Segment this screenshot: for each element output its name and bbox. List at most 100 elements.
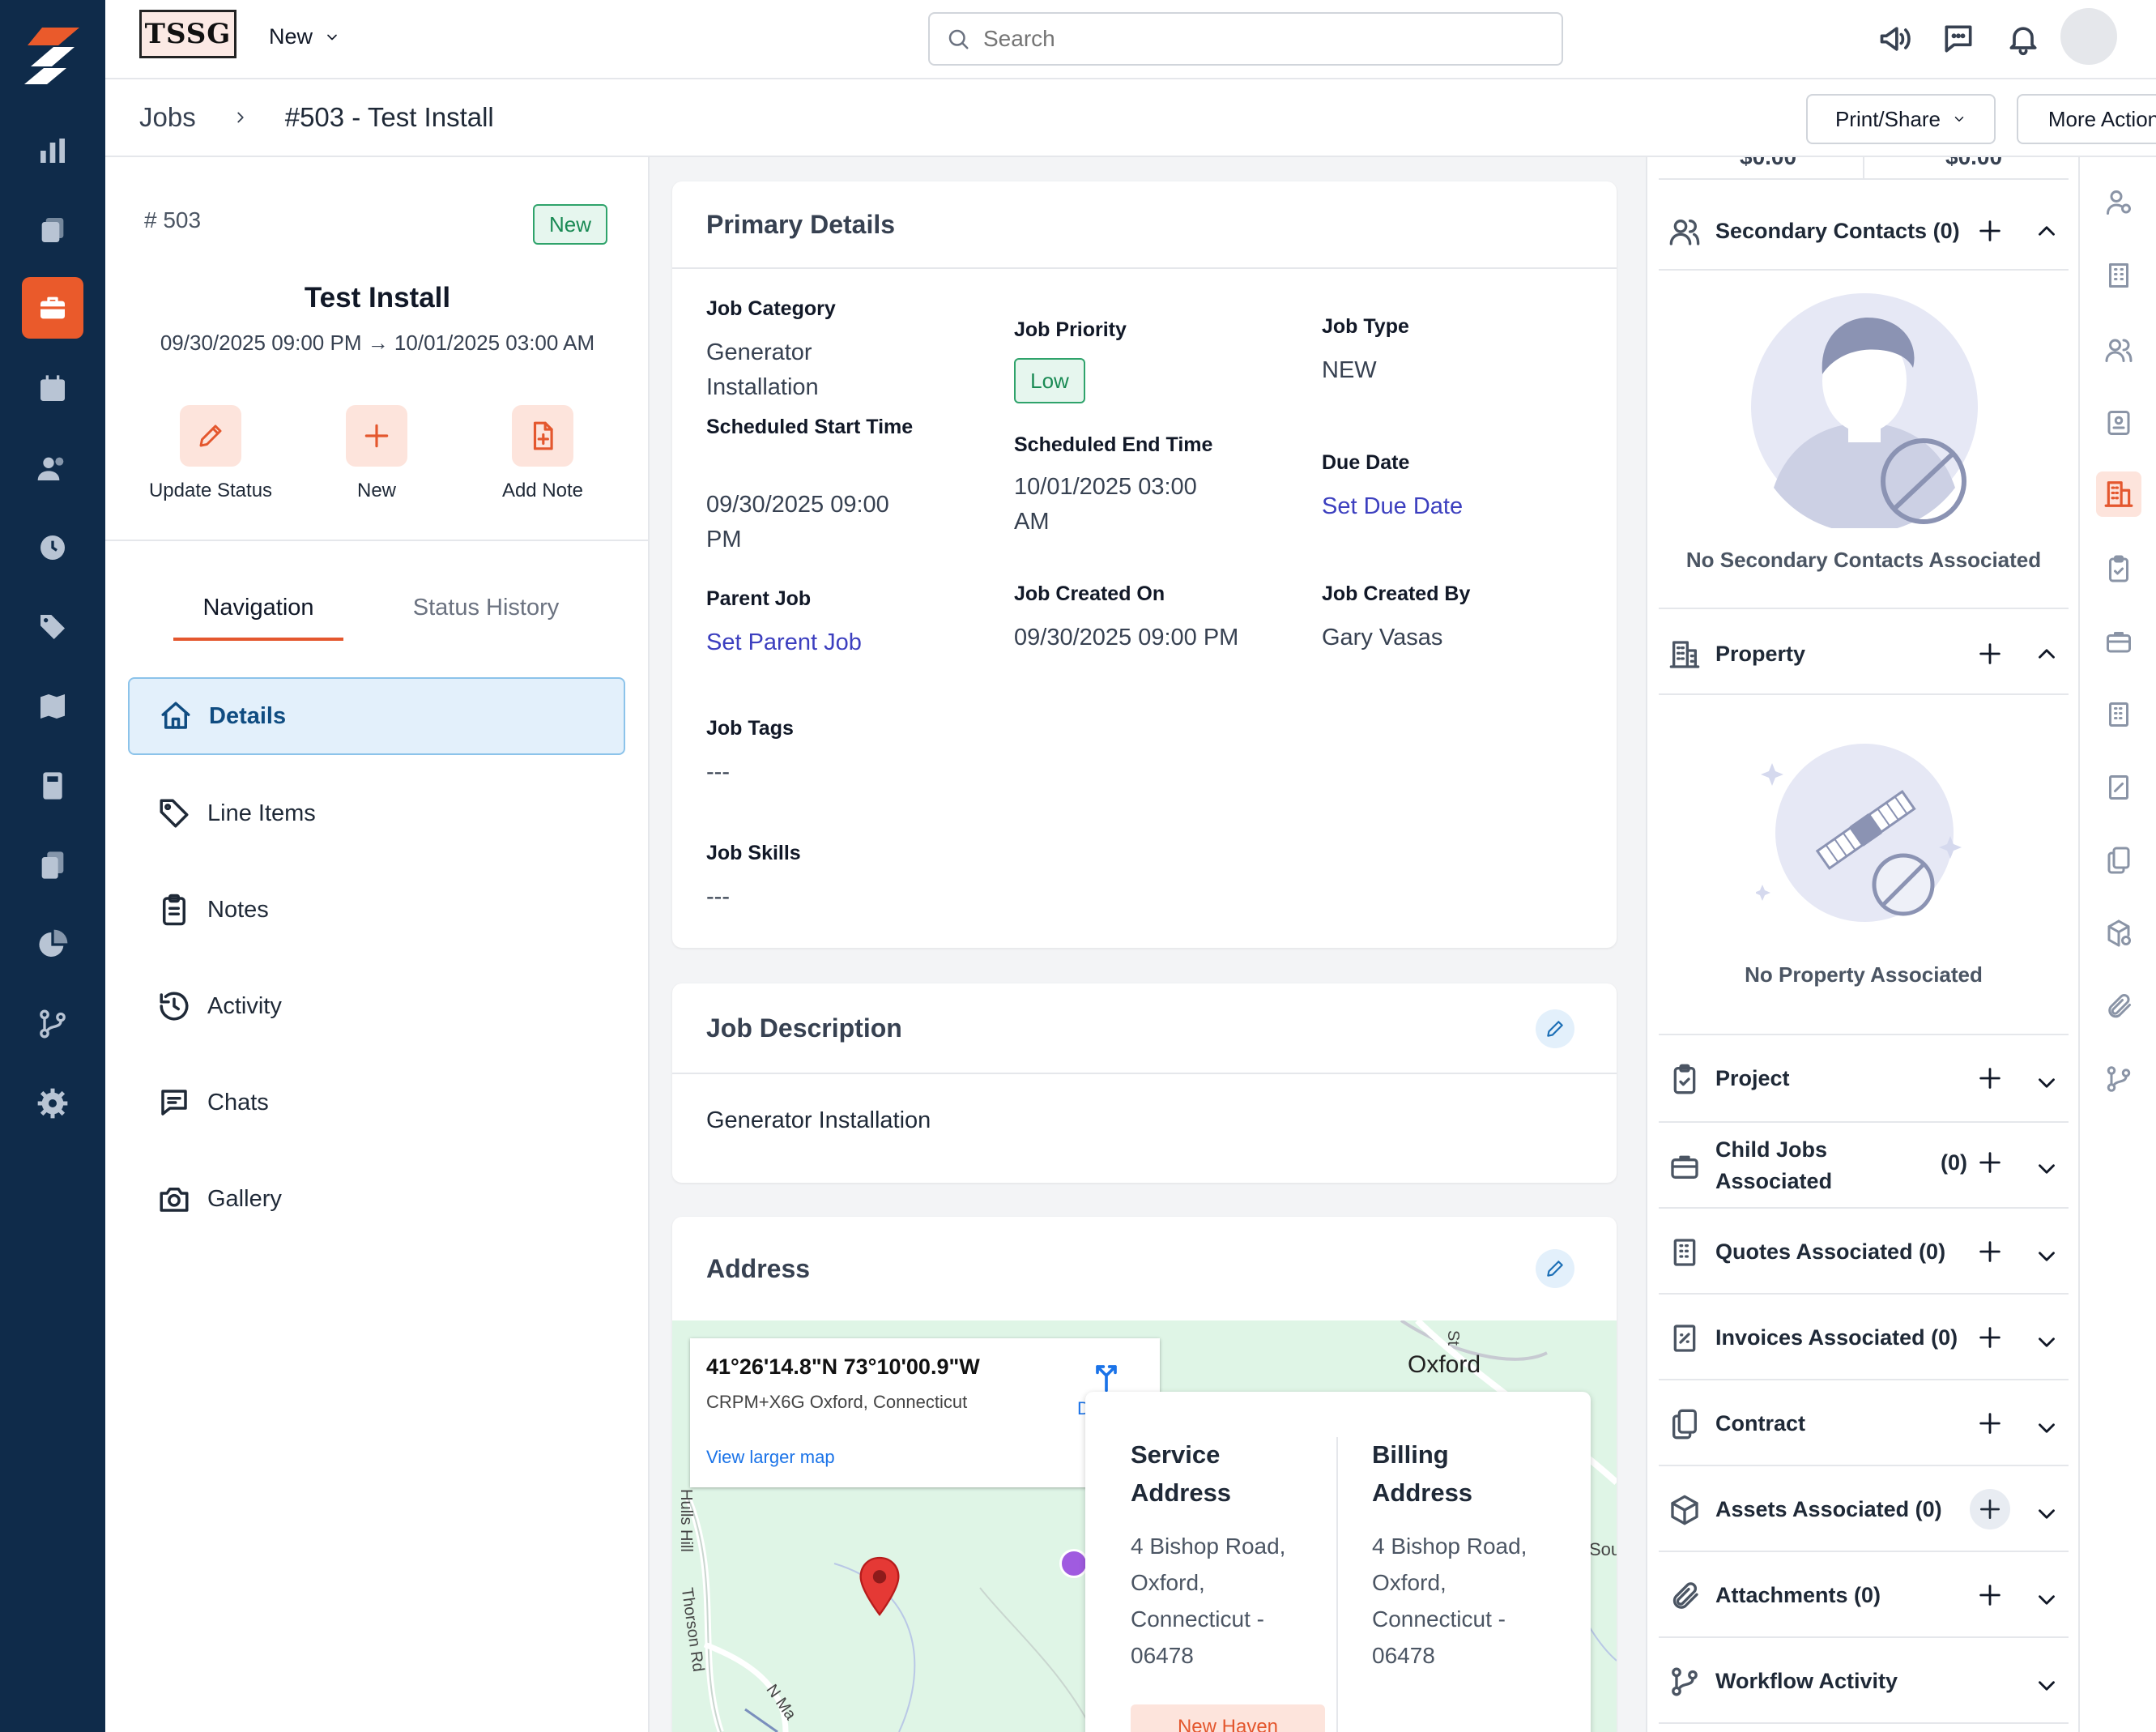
contact-settings-icon[interactable] (2096, 180, 2141, 225)
company-building-icon[interactable] (2096, 253, 2141, 298)
add-project-icon[interactable] (1976, 1064, 2004, 1092)
nav-item-label: Activity (207, 992, 282, 1019)
asset-box-icon (1671, 1495, 1698, 1525)
more-actions-button[interactable]: More Actions (2017, 94, 2156, 144)
nav-calendar-icon[interactable] (22, 358, 83, 420)
nav-timesheet-icon[interactable] (22, 517, 83, 578)
job-tags-label: Job Tags (706, 717, 794, 740)
new-action-label: New (356, 480, 396, 501)
chevron-right-icon (237, 112, 244, 123)
add-note-button[interactable]: Add Note (470, 405, 616, 502)
edit-address-button[interactable] (1536, 1249, 1574, 1288)
total-value: $0.00 (1740, 157, 1796, 170)
workflow-activity-section[interactable]: Workflow Activity (1659, 1638, 2069, 1724)
chevron-down-icon[interactable] (2033, 1329, 2060, 1356)
id-card-icon[interactable] (2096, 400, 2141, 446)
service-address-line: Connecticut - (1131, 1606, 1264, 1632)
view-larger-map-link[interactable]: View larger map (706, 1447, 835, 1467)
add-attachment-icon[interactable] (1976, 1581, 2004, 1609)
nav-item-details[interactable]: Details (128, 677, 625, 755)
announcement-icon[interactable] (1877, 21, 1913, 57)
contract-section[interactable]: Contract (1659, 1380, 2069, 1466)
divider (1336, 1437, 1338, 1732)
nav-item-chats[interactable]: Chats (128, 1064, 625, 1141)
nav-reports-icon[interactable] (22, 914, 83, 975)
chevron-down-icon[interactable] (2033, 1155, 2060, 1183)
nav-pricebook-icon[interactable] (22, 596, 83, 658)
add-child-job-icon[interactable] (1976, 1149, 2004, 1176)
project-section[interactable]: Project (1659, 1035, 2069, 1123)
billing-address-line: 06478 (1372, 1643, 1435, 1668)
nav-files-icon[interactable] (22, 834, 83, 896)
print-share-button[interactable]: Print/Share (1806, 94, 1996, 144)
notifications-bell-icon[interactable] (2005, 21, 2041, 57)
tab-navigation[interactable]: Navigation (173, 595, 343, 641)
chevron-down-icon[interactable] (2033, 1672, 2060, 1700)
messages-icon[interactable] (1941, 21, 1976, 57)
child-jobs-section[interactable]: Child Jobs Associated (0) (1659, 1123, 2069, 1209)
app-logo-icon[interactable] (23, 24, 83, 86)
chevron-down-icon[interactable] (2033, 1243, 2060, 1270)
users-icon[interactable] (2096, 327, 2141, 373)
nav-item-notes[interactable]: Notes (128, 871, 625, 949)
nav-item-line-items[interactable]: Line Items (128, 774, 625, 852)
new-menu-button[interactable]: New (269, 24, 340, 49)
workflow-icon[interactable] (2096, 1056, 2141, 1102)
directions-icon[interactable] (1089, 1358, 1124, 1393)
paperclip-icon[interactable] (2096, 983, 2141, 1029)
new-action-button[interactable]: New (304, 405, 450, 502)
asset-settings-icon[interactable] (2096, 911, 2141, 956)
nav-item-gallery[interactable]: Gallery (128, 1160, 625, 1238)
company-logo[interactable]: TSSG (139, 10, 236, 58)
child-jobs-title-line: Associated (1715, 1169, 1833, 1193)
chevron-down-icon[interactable] (2033, 1414, 2060, 1442)
briefcase-icon[interactable] (2096, 619, 2141, 664)
job-date-range: 09/30/2025 09:00 PM → 10/01/2025 03:00 A… (160, 331, 595, 355)
add-invoice-icon[interactable] (1976, 1324, 2004, 1351)
search-box[interactable] (928, 12, 1563, 66)
invoices-section[interactable]: Invoices Associated (0) (1659, 1295, 2069, 1380)
chevron-up-icon[interactable] (2033, 640, 2060, 668)
contract-icon[interactable] (2096, 838, 2141, 883)
map-pin-icon[interactable] (857, 1555, 902, 1617)
child-jobs-title: Child Jobs Associated (1715, 1134, 1832, 1197)
nav-customers-icon[interactable] (22, 437, 83, 499)
invoice-icon[interactable] (2096, 765, 2141, 810)
chevron-up-icon[interactable] (2033, 217, 2060, 245)
chevron-down-icon[interactable] (2033, 1586, 2060, 1614)
tag-icon (160, 799, 189, 828)
add-asset-button[interactable] (1970, 1489, 2010, 1529)
tab-status-history[interactable]: Status History (412, 595, 560, 621)
address-map[interactable]: Hulls Hill Thorson Rd N Ma St Oxford Sou… (672, 1320, 1617, 1732)
clipboard-check-icon[interactable] (2096, 546, 2141, 591)
nav-settings-icon[interactable] (22, 1073, 83, 1134)
breadcrumb-jobs-link[interactable]: Jobs (139, 102, 196, 132)
set-due-date-link[interactable]: Set Due Date (1322, 493, 1464, 519)
add-secondary-contact-icon[interactable] (1976, 217, 2004, 245)
clipboard-icon (163, 894, 185, 926)
assets-title: Assets Associated (0) (1715, 1497, 1942, 1521)
add-quote-icon[interactable] (1976, 1238, 2004, 1265)
nav-dashboard-icon[interactable] (22, 120, 83, 181)
add-property-icon[interactable] (1976, 640, 2004, 668)
nav-workflow-icon[interactable] (22, 993, 83, 1055)
assets-section[interactable]: Assets Associated (0) (1659, 1466, 2069, 1552)
edit-description-button[interactable] (1536, 1009, 1574, 1048)
more-actions-label: More Actions (2047, 106, 2156, 131)
chevron-down-icon[interactable] (2033, 1500, 2060, 1528)
update-status-button[interactable]: Update Status (138, 405, 283, 502)
nav-calculator-icon[interactable] (22, 755, 83, 817)
set-parent-job-link[interactable]: Set Parent Job (706, 629, 862, 655)
nav-jobs-icon[interactable] (22, 277, 83, 339)
quotes-section[interactable]: Quotes Associated (0) (1659, 1209, 2069, 1295)
chevron-down-icon[interactable] (2033, 1069, 2060, 1097)
nav-map-icon[interactable] (22, 676, 83, 737)
add-contract-icon[interactable] (1976, 1410, 2004, 1437)
nav-documents-icon[interactable] (22, 199, 83, 261)
search-input[interactable] (983, 26, 1534, 52)
quote-document-icon[interactable] (2096, 692, 2141, 737)
attachments-section[interactable]: Attachments (0) (1659, 1552, 2069, 1638)
user-avatar[interactable] (2060, 8, 2117, 65)
property-building-icon[interactable] (2096, 471, 2141, 517)
nav-item-activity[interactable]: Activity (128, 967, 625, 1045)
